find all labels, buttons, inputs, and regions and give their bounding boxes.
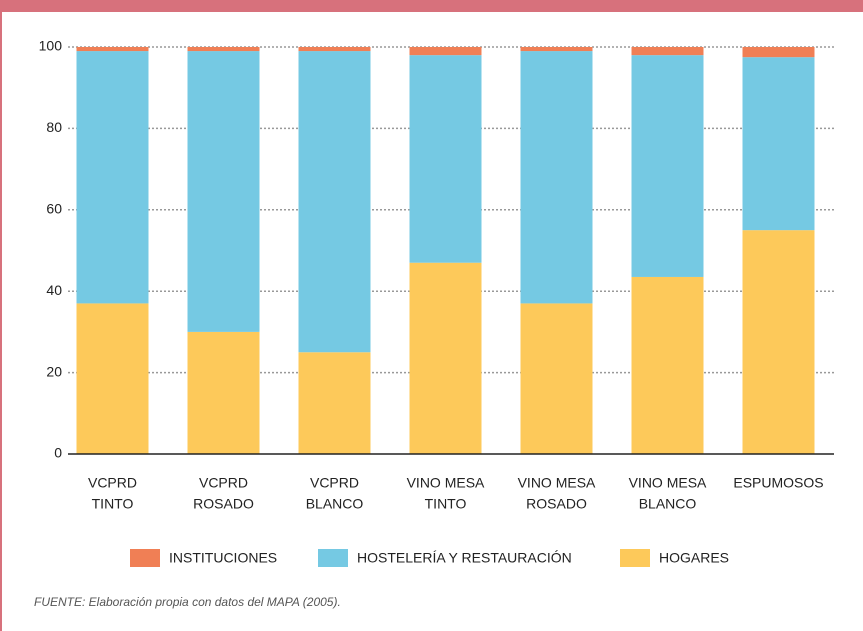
- x-tick-label: VINO MESA: [629, 475, 707, 491]
- x-tick-label: ROSADO: [526, 496, 587, 512]
- legend-swatch: [130, 549, 160, 567]
- bar-segment: [187, 51, 260, 332]
- bar-segment: [298, 352, 371, 454]
- x-tick-label: VCPRD: [199, 475, 248, 491]
- x-tick-label: TINTO: [425, 496, 467, 512]
- legend-label: HOSTELERÍA Y RESTAURACIÓN: [357, 550, 572, 566]
- top-band: [0, 0, 863, 12]
- bar-segment: [76, 47, 149, 52]
- y-tick-label: 0: [54, 445, 62, 461]
- x-tick-label: VCPRD: [88, 475, 137, 491]
- x-tick-label: BLANCO: [639, 496, 697, 512]
- bar-segment: [520, 51, 593, 304]
- y-tick-label: 80: [46, 119, 62, 135]
- y-tick-label: 60: [46, 201, 62, 217]
- bar-segment: [742, 57, 815, 231]
- bar-segment: [742, 230, 815, 454]
- bar-segment: [631, 47, 704, 56]
- left-border: [0, 12, 2, 631]
- legend-label: INSTITUCIONES: [169, 550, 277, 566]
- bar-segment: [187, 47, 260, 52]
- y-tick-label: 100: [39, 38, 63, 54]
- bar-segment: [298, 51, 371, 353]
- bar-segment: [298, 47, 371, 52]
- bar-segment: [409, 55, 482, 263]
- bar-segment: [187, 331, 260, 454]
- y-tick-label: 40: [46, 282, 62, 298]
- source-note: FUENTE: Elaboración propia con datos del…: [34, 595, 341, 609]
- x-tick-label: TINTO: [92, 496, 134, 512]
- x-tick-label: ROSADO: [193, 496, 254, 512]
- legend-label: HOGARES: [659, 550, 729, 566]
- x-tick-label: BLANCO: [306, 496, 364, 512]
- legend-swatch: [620, 549, 650, 567]
- bar-segment: [409, 262, 482, 454]
- x-tick-label: VINO MESA: [407, 475, 485, 491]
- bar-segment: [631, 276, 704, 454]
- x-tick-label: VINO MESA: [518, 475, 596, 491]
- bar-segment: [631, 55, 704, 277]
- x-tick-label: VCPRD: [310, 475, 359, 491]
- bar-segment: [76, 51, 149, 304]
- bar-segment: [76, 303, 149, 454]
- y-tick-label: 20: [46, 363, 62, 379]
- bar-segment: [742, 47, 815, 58]
- bar-segment: [520, 47, 593, 52]
- bar-segment: [409, 47, 482, 56]
- bar-segment: [520, 303, 593, 454]
- x-tick-label: ESPUMOSOS: [733, 475, 823, 491]
- legend-swatch: [318, 549, 348, 567]
